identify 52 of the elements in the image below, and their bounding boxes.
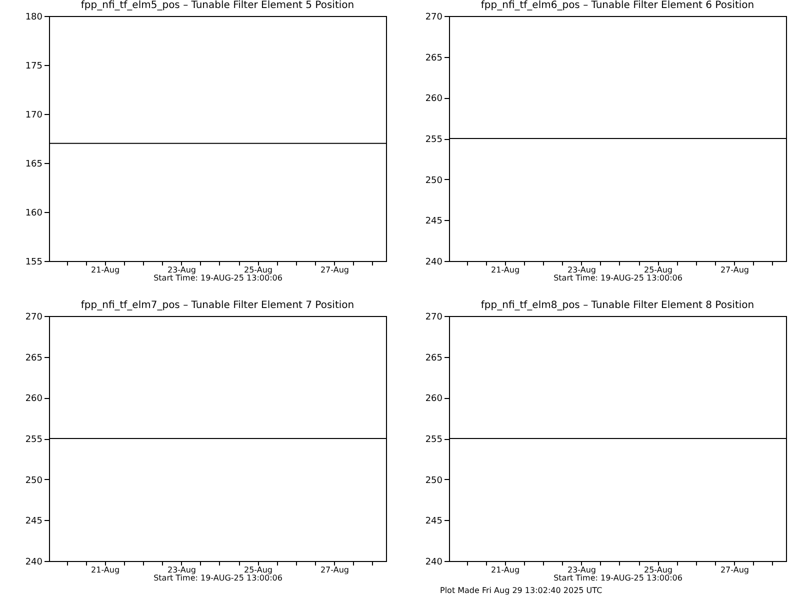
x-axis-title: Start Time: 19-AUG-25 13:00:06: [154, 274, 282, 282]
x-axis-title: Start Time: 19-AUG-25 13:00:06: [154, 574, 282, 582]
y-tick-label: 180: [25, 12, 43, 22]
y-tick-label: 260: [425, 394, 443, 404]
y-tick-label: 265: [425, 353, 442, 364]
y-tick-label: 260: [25, 394, 43, 404]
x-tick-label: 25-Aug: [244, 266, 272, 274]
text: Plot Made Fri Aug 29 13:02:40 2025 UTC: [440, 586, 602, 596]
x-tick-label: 21-Aug: [91, 266, 120, 274]
y-tick-label: 170: [25, 110, 43, 120]
y-tick-label: 245: [425, 216, 442, 227]
x-tick-label: 25-Aug: [644, 266, 672, 274]
chart-title: fpp_nfi_tf_elm5_pos – Tunable Filter Element 5 Position: [80, 0, 354, 11]
y-tick-label: 255: [25, 435, 42, 445]
y-tick-label: 260: [425, 94, 443, 104]
y-tick-label: 240: [425, 558, 443, 568]
x-tick-label: 21-Aug: [91, 566, 120, 574]
x-tick-label: 21-Aug: [491, 566, 520, 574]
x-tick-label: 27-Aug: [720, 566, 749, 574]
y-tick-label: 240: [25, 558, 43, 568]
chart-title: fpp_nfi_tf_elm6_pos – Tunable Filter Element 6 Position: [480, 0, 754, 11]
y-tick-label: 250: [425, 476, 443, 486]
x-axis-title: Start Time: 19-AUG-25 13:00:06: [554, 574, 682, 582]
y-tick-label: 240: [425, 258, 443, 268]
x-tick-label: 23-Aug: [567, 566, 596, 574]
x-tick-label: 25-Aug: [644, 566, 672, 574]
y-tick-label: 245: [25, 516, 42, 527]
x-tick-label: 25-Aug: [244, 566, 272, 574]
x-tick-label: 21-Aug: [491, 266, 520, 274]
y-tick-label: 165: [25, 160, 42, 170]
x-tick-label: 27-Aug: [720, 266, 749, 274]
y-tick-label: 255: [425, 135, 442, 145]
x-tick-label: 27-Aug: [320, 566, 349, 574]
y-tick-label: 265: [425, 53, 442, 64]
x-tick-label: 23-Aug: [167, 266, 196, 274]
y-tick-label: 270: [425, 312, 443, 322]
y-tick-label: 270: [425, 12, 443, 22]
y-tick-label: 255: [425, 435, 442, 445]
x-tick-label: 23-Aug: [567, 266, 596, 274]
y-tick-label: 270: [25, 312, 43, 322]
y-tick-label: 265: [25, 353, 42, 364]
chart-title: fpp_nfi_tf_elm8_pos – Tunable Filter Element 8 Position: [480, 300, 754, 311]
y-tick-label: 175: [25, 62, 42, 72]
y-tick-label: 245: [425, 516, 442, 527]
x-tick-label: 23-Aug: [167, 566, 196, 574]
y-tick-label: 250: [425, 176, 443, 186]
x-axis-title: Start Time: 19-AUG-25 13:00:06: [554, 274, 682, 282]
y-tick-label: 250: [25, 476, 43, 486]
x-tick-label: 27-Aug: [320, 266, 349, 274]
y-tick-label: 160: [25, 208, 43, 218]
chart-title: fpp_nfi_tf_elm7_pos – Tunable Filter Element 7 Position: [80, 300, 354, 311]
y-tick-label: 155: [25, 258, 42, 268]
